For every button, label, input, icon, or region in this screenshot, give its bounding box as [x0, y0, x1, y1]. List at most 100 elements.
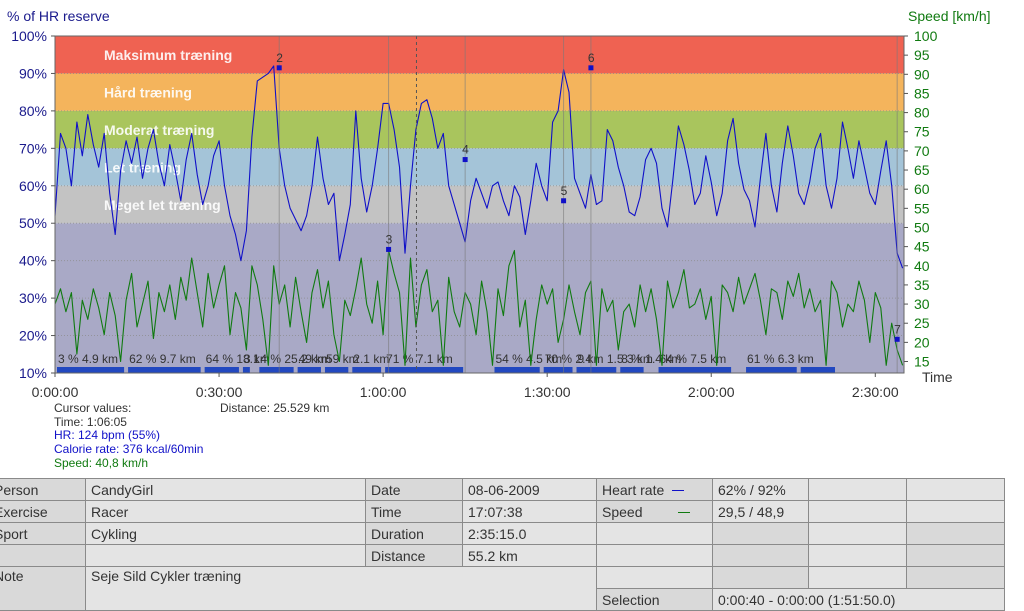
- date-label: Date: [365, 478, 463, 501]
- y-right-ticks: 15 20 25 30 35 40 45 50 55 60 65 70 75 80 85 90 95 100: [904, 28, 938, 370]
- y-left-tick-label: 50%: [19, 215, 47, 231]
- empty-cell: [0, 544, 86, 567]
- selection-value: 0:00:40 - 0:00:00 (1:51:50.0): [712, 588, 1005, 611]
- x-tick-label: 0:00:00: [32, 384, 79, 400]
- empty-cell: [808, 522, 907, 545]
- marker-point[interactable]: [561, 198, 567, 204]
- hr-legend-line: [672, 490, 685, 492]
- hr-speed-chart[interactable]: Maksimum træning Hård træning Moderat træn…: [0, 0, 1024, 478]
- marker-point[interactable]: [462, 157, 468, 163]
- cursor-speed: Speed: 40,8 km/h: [54, 455, 149, 470]
- x-tick-label: 2:30:00: [852, 384, 899, 400]
- hr-value: 62% / 92%: [712, 478, 809, 501]
- empty-cell: [906, 478, 1005, 501]
- exercise-value: Racer: [85, 500, 366, 523]
- empty-cell: [808, 544, 907, 567]
- y-left-tick-label: 80%: [19, 103, 47, 119]
- y-right-tick-label: 90: [914, 66, 930, 82]
- y-right-title: Speed [km/h]: [908, 8, 991, 24]
- marker-point[interactable]: [386, 246, 392, 252]
- zone-band: [55, 148, 904, 186]
- y-right-tick-label: 30: [914, 296, 930, 312]
- y-right-tick-label: 25: [914, 315, 930, 331]
- table-row: Exercise Racer Time 17:07:38 Speed 29,5 …: [0, 500, 1005, 523]
- date-value: 08-06-2009: [462, 478, 597, 501]
- y-right-tick-label: 100: [914, 28, 938, 44]
- y-right-tick-label: 55: [914, 200, 930, 216]
- person-value: CandyGirl: [85, 478, 366, 501]
- zone-band: [55, 185, 904, 224]
- zone-band: [55, 110, 904, 149]
- zone-band: [55, 73, 904, 111]
- cursor-values: Cursor values: Distance: 25.529 km Time:…: [54, 401, 474, 474]
- empty-cell: [712, 544, 809, 567]
- heart-rate-line: [54, 65, 904, 269]
- lap-bar: [57, 367, 125, 373]
- lap-label: 4 % 25.2 km: [260, 352, 327, 366]
- time-label: Time: [365, 500, 463, 523]
- empty-cell: [712, 522, 809, 545]
- note-value: Seje Sild Cykler træning: [85, 566, 597, 611]
- x-tick-label: 1:30:00: [524, 384, 571, 400]
- y-left-tick-label: 20%: [19, 328, 47, 344]
- zone-label: Meget let træning: [104, 197, 221, 213]
- empty-cell: [596, 566, 713, 589]
- cursor-header: Cursor values:: [54, 401, 132, 415]
- y-left-tick-label: 100%: [11, 28, 47, 44]
- lap-label: 70 % 2.4: [545, 352, 593, 366]
- lap-segments: 3 % 4.9 km 62 % 9.7 km 64 % 18.13 km4 % 25…: [57, 352, 836, 373]
- table-row: Distance 55.2 km: [0, 544, 1005, 567]
- y-left-tick-label: 70%: [19, 140, 47, 156]
- empty-cell: [906, 566, 1005, 589]
- y-left-tick-label: 40%: [19, 253, 47, 269]
- y-left-title: % of HR reserve: [7, 8, 110, 24]
- cursor-time: Time: 1:06:05: [54, 414, 127, 429]
- empty-cell: [906, 500, 1005, 523]
- y-right-tick-label: 35: [914, 277, 930, 293]
- lap-markers: 2 3 4 5 6 7: [276, 36, 901, 373]
- y-right-tick-label: 20: [914, 334, 930, 350]
- heart-rate-series: [54, 65, 904, 269]
- zone-label: Let træning: [104, 159, 181, 175]
- marker-point[interactable]: [588, 65, 594, 71]
- table-row: Note Seje Sild Cykler træning: [0, 566, 1005, 611]
- duration-label: Duration: [365, 522, 463, 545]
- lap-label: 71 % 7.1 km: [386, 352, 453, 366]
- empty-cell: [712, 566, 809, 589]
- marker-label: 6: [588, 51, 595, 65]
- empty-cell: [906, 522, 1005, 545]
- cursor-calorie: Calorie rate: 376 kcal/60min: [54, 442, 204, 457]
- zone-label: Hård træning: [104, 84, 192, 100]
- marker-label: 4: [462, 143, 469, 157]
- y-right-tick-label: 95: [914, 47, 930, 63]
- speed-line: [54, 249, 904, 366]
- distance-value: 55.2 km: [462, 544, 597, 567]
- empty-cell: [596, 522, 713, 545]
- y-right-tick-label: 75: [914, 124, 930, 140]
- y-right-tick-label: 85: [914, 85, 930, 101]
- zone-labels: Maksimum træning Hård træning Moderat træn…: [104, 47, 232, 213]
- table-row: Sport Cykling Duration 2:35:15.0: [0, 522, 1005, 545]
- x-tick-label: 0:30:00: [196, 384, 243, 400]
- lap-label: 2.1 km: [353, 352, 389, 366]
- empty-cell: [596, 544, 713, 567]
- y-right-tick-label: 40: [914, 258, 930, 274]
- lap-bar: [242, 367, 250, 373]
- lap-bar: [800, 367, 836, 373]
- lap-bar: [658, 367, 732, 373]
- lap-bar: [746, 367, 797, 373]
- y-right-tick-label: 45: [914, 239, 930, 255]
- speed-value: 29,5 / 48,9: [712, 500, 809, 523]
- marker-point[interactable]: [894, 336, 900, 342]
- empty-cell: [808, 566, 907, 589]
- x-ticks: 0:00:00 0:30:00 1:00:00 1:30:00 2:00:00 2:30:…: [32, 373, 899, 400]
- axes: [54, 35, 905, 374]
- x-tick-label: 1:00:00: [360, 384, 407, 400]
- y-left-ticks: 10% 20% 30% 40% 50% 60% 70% 80% 90% 100%: [11, 28, 55, 381]
- lap-label: 61 % 6.3 km: [747, 352, 814, 366]
- marker-point[interactable]: [276, 65, 282, 71]
- y-left-tick-label: 90%: [19, 65, 47, 81]
- y-left-tick-label: 60%: [19, 178, 47, 194]
- zone-band: [55, 36, 904, 74]
- x-tick-label: 2:00:00: [688, 384, 735, 400]
